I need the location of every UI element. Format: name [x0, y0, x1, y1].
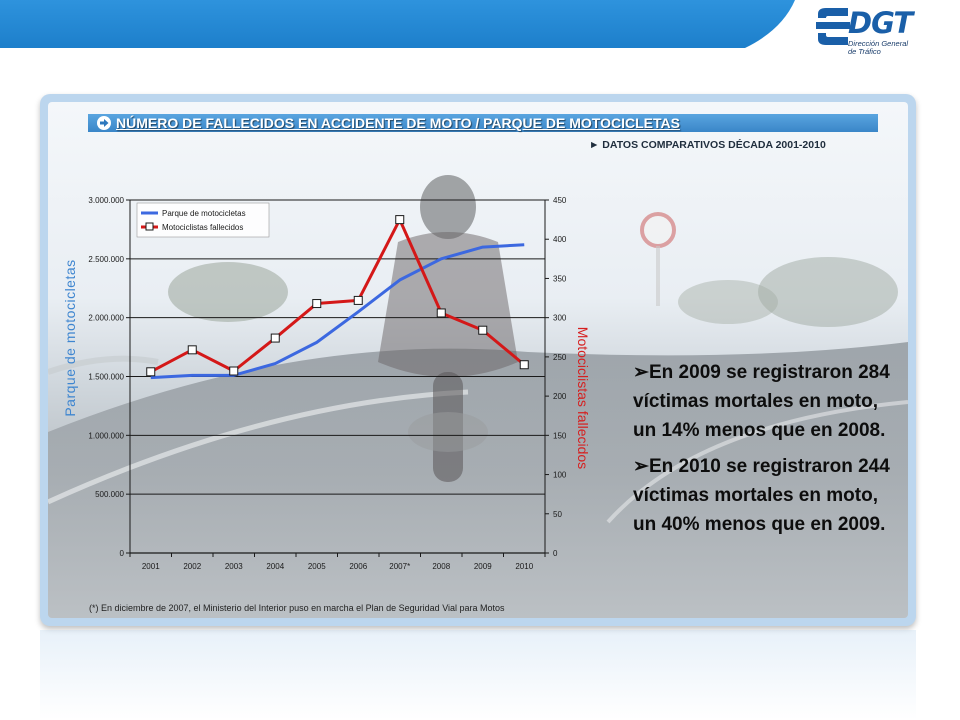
y-right-tick-label: 300	[553, 314, 567, 323]
y-right-tick-label: 0	[553, 549, 558, 558]
legend-label-fallecidos: Motociclistas fallecidos	[162, 223, 243, 232]
logo-subtitle: Dirección General de Tráfico	[848, 39, 909, 56]
data-point-fallecidos	[312, 299, 322, 309]
y-left-tick-label: 0	[120, 549, 125, 558]
y-right-tick-label: 100	[553, 471, 567, 480]
title-bar	[88, 114, 878, 132]
y-left-tick-label: 1.500.000	[88, 373, 124, 382]
bullet-item: ➢En 2009 se registraron 284 víctimas mor…	[633, 358, 893, 445]
x-tick-label: 2003	[225, 562, 243, 571]
chart-title: NÚMERO DE FALLECIDOS EN ACCIDENTE DE MOT…	[116, 115, 680, 131]
x-tick-label: 2002	[183, 562, 201, 571]
y-left-tick-label: 3.000.000	[88, 196, 124, 205]
y-right-tick-label: 50	[553, 510, 562, 519]
logo-text: DGT	[848, 6, 913, 40]
y-right-tick-label: 450	[553, 196, 567, 205]
content-frame	[40, 94, 916, 626]
footnote: (*) En diciembre de 2007, el Ministerio …	[89, 603, 505, 613]
x-tick-label: 2008	[432, 562, 450, 571]
x-tick-label: 2009	[474, 562, 492, 571]
data-point-fallecidos	[187, 345, 197, 355]
frame-reflection	[40, 630, 916, 720]
y-right-tick-label: 350	[553, 274, 567, 283]
x-tick-label: 2010	[515, 562, 533, 571]
bullet-list: ➢En 2009 se registraron 284 víctimas mor…	[633, 358, 893, 546]
x-tick-label: 2005	[308, 562, 326, 571]
data-point-fallecidos	[270, 333, 280, 343]
legend-label-parque: Parque de motocicletas	[162, 209, 246, 218]
top-band	[0, 0, 795, 48]
y-left-tick-label: 500.000	[95, 490, 124, 499]
legend-marker-fallecidos	[145, 222, 154, 231]
y-left-tick-label: 2.000.000	[88, 314, 124, 323]
series-line-parque	[150, 243, 525, 380]
y-left-tick-label: 1.000.000	[88, 431, 124, 440]
y-right-tick-label: 250	[553, 353, 567, 362]
data-point-fallecidos	[436, 308, 446, 318]
bullet-item: ➢En 2010 se registraron 244 víctimas mor…	[633, 452, 893, 539]
background-photo	[48, 102, 908, 618]
x-tick-label: 2007*	[389, 562, 410, 571]
data-point-fallecidos	[146, 367, 156, 377]
legend-box	[136, 202, 270, 238]
data-point-fallecidos	[478, 325, 488, 335]
arrow-right-icon	[97, 116, 111, 130]
data-point-fallecidos	[353, 295, 363, 305]
data-point-fallecidos	[229, 366, 239, 376]
data-point-fallecidos	[395, 215, 405, 225]
y-axis-left-label: Parque de motocicletas	[62, 259, 78, 417]
y-left-tick-label: 2.500.000	[88, 255, 124, 264]
dgt-logo-icon	[816, 8, 850, 45]
series-line-fallecidos	[150, 218, 526, 374]
y-right-tick-label: 400	[553, 235, 567, 244]
x-tick-label: 2006	[349, 562, 367, 571]
arrow-bullet-icon: ➢	[633, 456, 649, 477]
x-tick-label: 2001	[142, 562, 160, 571]
arrow-bullet-icon: ➢	[633, 362, 649, 383]
chart-subtitle: ► DATOS COMPARATIVOS DÉCADA 2001-2010	[589, 139, 826, 151]
road-scene-image	[48, 175, 908, 618]
y-right-tick-label: 200	[553, 392, 567, 401]
y-axis-right-label: Motociclistas fallecidos	[575, 326, 591, 470]
data-point-fallecidos	[519, 360, 529, 370]
y-right-tick-label: 150	[553, 431, 567, 440]
x-tick-label: 2004	[266, 562, 284, 571]
